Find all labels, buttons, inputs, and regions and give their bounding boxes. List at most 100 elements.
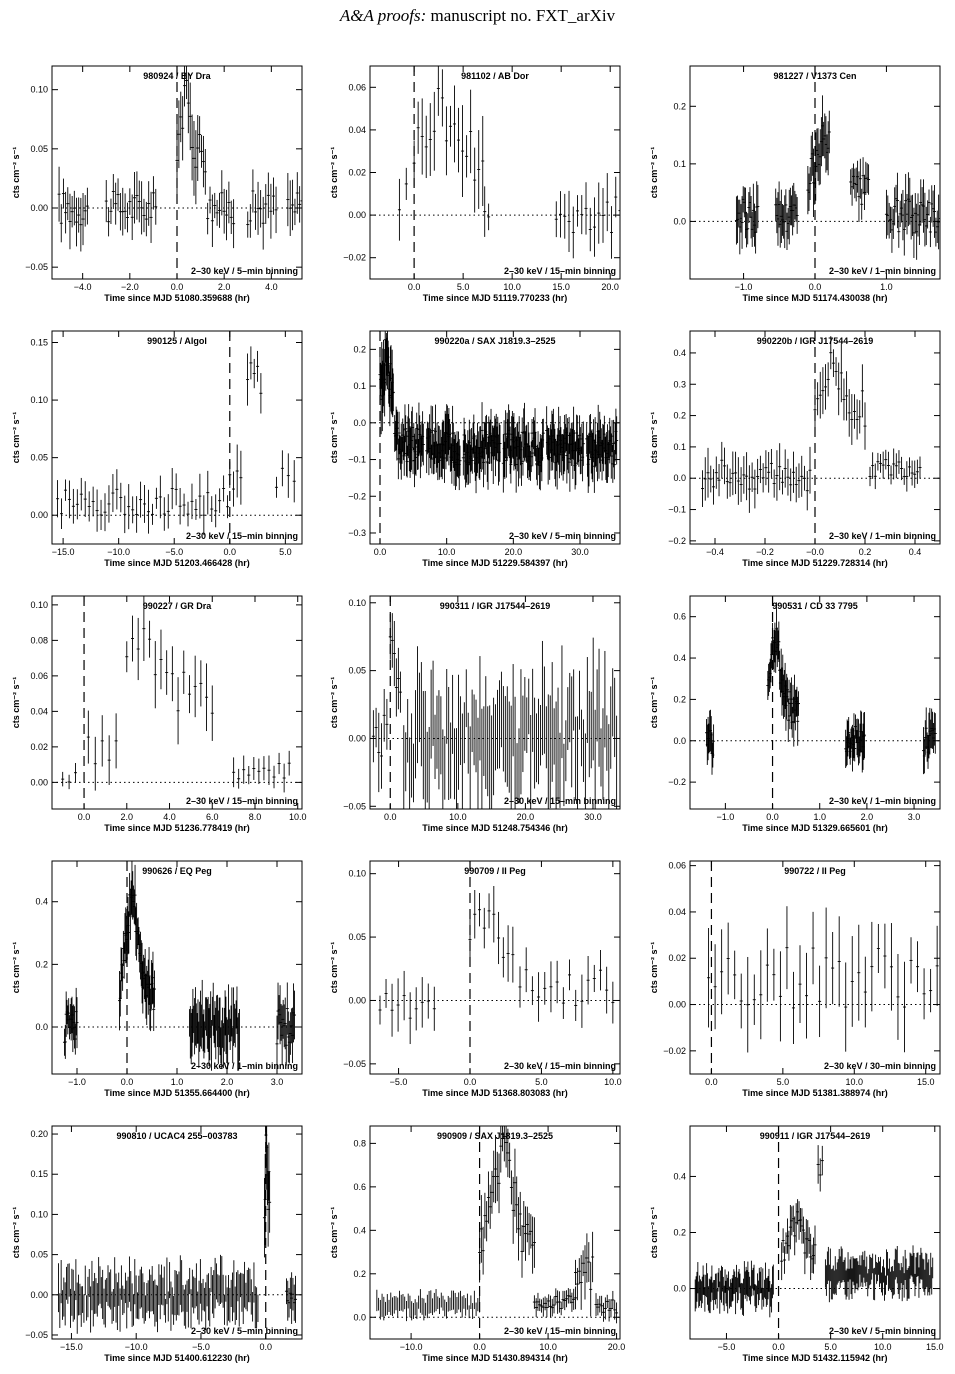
lightcurve-panel: −0.4 −0.2 −0.0 0.2 0.4 −0.2 −0.1 0.0 0.1 0.2 0.3 0.… — [645, 329, 945, 579]
y-tick-label: 0.02 — [668, 953, 686, 963]
y-tick-label: 0.0 — [673, 216, 686, 226]
panel-title: 990531 / CD 33 7795 — [772, 601, 858, 611]
x-tick-label: 0.0 — [224, 547, 237, 557]
lightcurve-panel: 0.0 2.0 4.0 6.0 8.0 10.0 0.00 0.02 0.04 0.06 0.08 0… — [7, 594, 307, 844]
y-axis-label: cts cm⁻² s⁻¹ — [329, 677, 339, 729]
y-tick-label: 0.2 — [673, 411, 686, 421]
x-tick-label: 10.0 — [289, 812, 307, 822]
x-tick-label: 30.0 — [571, 547, 589, 557]
data-series — [701, 336, 922, 513]
y-tick-label: 0.4 — [35, 897, 48, 907]
x-tick-label: 10.0 — [846, 1077, 864, 1087]
page-header: A&A proofs: manuscript no. FXT_arXiv — [0, 6, 955, 26]
x-tick-label: −0.4 — [706, 547, 724, 557]
band-label: 2–30 keV / 15–min binning — [504, 796, 616, 806]
y-tick-label: 0.0 — [673, 1284, 686, 1294]
x-tick-label: −5.0 — [165, 547, 183, 557]
data-series — [57, 66, 302, 252]
x-tick-label: 1.0 — [880, 282, 893, 292]
panel-title: 990220a / SAX J1819.3–2525 — [434, 336, 555, 346]
plot-frame — [51, 860, 303, 1075]
y-tick-label: 0.04 — [30, 706, 48, 716]
x-tick-label: 10.0 — [539, 1342, 557, 1352]
lightcurve-chart: −4.0 −2.0 0.0 2.0 4.0 −0.05 0.00 0.05 0.10 980924… — [11, 65, 303, 303]
x-axis-label: Time since MJD 51174.430038 (hr) — [743, 293, 888, 303]
x-tick-label: 0.0 — [464, 1077, 477, 1087]
y-axis-label: cts cm⁻² s⁻¹ — [649, 942, 659, 994]
x-tick-label: −5.0 — [718, 1342, 736, 1352]
y-tick-label: 0.4 — [353, 1225, 366, 1235]
x-tick-label: −1.0 — [68, 1077, 86, 1087]
lightcurve-chart: −1.0 0.0 1.0 2.0 3.0 −0.2 0.0 0.2 0.4 0.6 990531 /… — [649, 595, 941, 833]
x-tick-label: 20.0 — [505, 547, 523, 557]
x-tick-label: 2.0 — [218, 282, 231, 292]
y-tick-label: 0.00 — [30, 1290, 48, 1300]
panel-title: 981102 / AB Dor — [461, 71, 529, 81]
x-tick-label: 0.0 — [384, 812, 397, 822]
x-tick-label: −5.0 — [390, 1077, 408, 1087]
x-axis-label: Time since MJD 51400.612230 (hr) — [104, 1353, 249, 1363]
x-tick-label: 0.0 — [473, 1342, 486, 1352]
data-series — [63, 861, 296, 1073]
y-tick-label: 0.20 — [30, 1129, 48, 1139]
plot-frame — [51, 595, 303, 810]
x-tick-label: 20.0 — [517, 812, 535, 822]
y-tick-label: 0.06 — [668, 861, 686, 871]
lightcurve-panel: −1.0 0.0 1.0 2.0 3.0 0.0 0.2 0.4 990626 / EQ Peg… — [7, 859, 307, 1109]
y-tick-label: −0.3 — [348, 528, 366, 538]
y-axis-label: cts cm⁻² s⁻¹ — [649, 412, 659, 464]
data-series — [734, 95, 940, 260]
band-label: 2–30 keV / 1–min binning — [829, 266, 936, 276]
lightcurve-chart: −1.0 0.0 1.0 2.0 3.0 0.0 0.2 0.4 990626 / EQ Peg… — [11, 860, 303, 1098]
x-tick-label: 1.0 — [171, 1077, 184, 1087]
lightcurve-panel: −5.0 0.0 5.0 10.0 −0.05 0.00 0.05 0.10 990709 / … — [325, 859, 625, 1109]
band-label: 2–30 keV / 5–min binning — [191, 266, 298, 276]
x-axis-label: Time since MJD 51203.466428 (hr) — [104, 558, 249, 568]
x-tick-label: 5.0 — [535, 1077, 548, 1087]
data-series — [707, 906, 939, 1053]
x-tick-label: −0.2 — [756, 547, 774, 557]
y-tick-label: 0.2 — [35, 959, 48, 969]
y-tick-label: 0.05 — [348, 666, 366, 676]
x-tick-label: 0.0 — [78, 812, 91, 822]
x-tick-label: 5.0 — [279, 547, 292, 557]
x-tick-label: −10.0 — [400, 1342, 423, 1352]
x-tick-label: 15.0 — [552, 282, 570, 292]
y-tick-label: 0.2 — [673, 1228, 686, 1238]
x-tick-label: −1.0 — [735, 282, 753, 292]
plot-frame — [369, 860, 621, 1075]
y-tick-label: 0.8 — [353, 1138, 366, 1148]
y-tick-label: 0.0 — [353, 418, 366, 428]
y-tick-label: 0.00 — [348, 995, 366, 1005]
lightcurve-panel: −15.0 −10.0 −5.0 0.0 −0.05 0.00 0.05 0.10 0.15 0.… — [7, 1124, 307, 1374]
y-tick-label: 0.0 — [35, 1022, 48, 1032]
y-tick-label: 0.00 — [30, 510, 48, 520]
data-series — [58, 1126, 298, 1334]
x-tick-label: 2.0 — [121, 812, 134, 822]
plot-frame — [689, 860, 941, 1075]
data-series — [61, 596, 291, 793]
panel-title: 990911 / IGR J17544–2619 — [760, 1131, 871, 1141]
panel-title: 990227 / GR Dra — [143, 601, 213, 611]
x-tick-label: −15.0 — [60, 1342, 83, 1352]
y-tick-label: −0.05 — [343, 801, 366, 811]
x-tick-label: −1.0 — [716, 812, 734, 822]
plot-frame — [51, 330, 303, 545]
x-axis-label: Time since MJD 51229.584397 (hr) — [422, 558, 567, 568]
y-tick-label: −0.05 — [343, 1059, 366, 1069]
lightcurve-panel: 0.0 10.0 20.0 30.0 −0.3 −0.2 −0.1 0.0 0.1 0.2 9902… — [325, 329, 625, 579]
y-tick-label: 0.6 — [353, 1182, 366, 1192]
y-axis-label: cts cm⁻² s⁻¹ — [329, 147, 339, 199]
x-axis-label: Time since MJD 51430.894314 (hr) — [422, 1353, 567, 1363]
y-tick-label: 0.2 — [353, 344, 366, 354]
x-tick-label: 0.4 — [909, 547, 922, 557]
x-tick-label: 15.0 — [926, 1342, 944, 1352]
x-axis-label: Time since MJD 51355.664400 (hr) — [104, 1088, 249, 1098]
lightcurve-chart: 0.0 5.0 10.0 15.0 −0.02 0.00 0.02 0.04 0.06 99072… — [649, 860, 941, 1098]
data-series — [378, 331, 619, 494]
band-label: 2–30 keV / 30–min binning — [824, 1061, 936, 1071]
y-axis-label: cts cm⁻² s⁻¹ — [11, 412, 21, 464]
x-tick-label: 0.0 — [374, 547, 387, 557]
y-tick-label: −0.1 — [348, 455, 366, 465]
y-tick-label: −0.05 — [25, 262, 48, 272]
